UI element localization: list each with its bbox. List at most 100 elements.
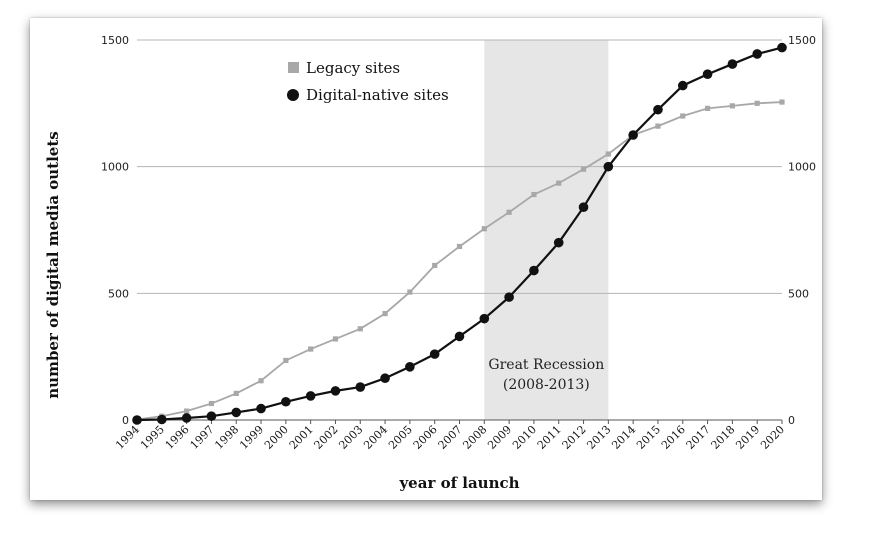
series-line-digital-native [136,46,783,422]
data-point-digital-native [380,373,390,384]
legend: Legacy sites Digital-native sites [287,59,449,104]
data-point-legacy [233,390,239,396]
x-tick-label: 1994 [113,423,142,452]
x-tick-label: 2008 [460,423,489,452]
legend-swatch-legacy [288,62,299,73]
x-tick-label: 2006 [411,423,440,452]
data-point-digital-native [777,42,787,53]
x-tick-label: 1999 [237,423,266,452]
data-point-digital-native [454,331,465,342]
data-point-digital-native [702,69,713,79]
x-tick-label: 2018 [709,423,738,452]
data-point-legacy [680,113,686,119]
data-point-legacy [283,357,289,364]
chart-card: 0 0 500 500 1000 1000 1500 1500 1994 1995 1996 1997… [30,18,822,500]
right-y-tick-label: 500 [788,287,809,300]
x-tick-label: 2019 [733,423,762,452]
data-point-digital-native [330,386,341,396]
x-tick-label: 1995 [138,423,167,452]
data-point-legacy [754,100,760,106]
legend-label-digital-native: Digital-native sites [306,86,449,104]
recession-years-label: (2008-2013) [503,377,590,393]
data-point-digital-native [603,161,614,172]
right-y-tick-label: 1000 [788,161,816,174]
data-point-legacy [605,151,611,157]
data-point-legacy [407,289,413,295]
data-point-digital-native [529,265,539,276]
x-tick-label: 2007 [436,423,465,452]
data-point-digital-native [281,396,291,407]
data-point-digital-native [553,237,564,248]
x-tick-label: 2010 [510,423,539,452]
x-tick-label: 2001 [287,423,316,452]
data-point-legacy [456,243,463,250]
y-tick-label: 1000 [101,161,129,174]
x-tick-label: 2016 [659,423,688,452]
data-point-digital-native [677,80,688,91]
data-point-digital-native [206,411,217,422]
y-tick-label: 0 [122,414,129,427]
data-point-legacy [531,191,537,198]
x-tick-label: 2009 [485,423,514,452]
data-point-digital-native [405,362,415,372]
series-layer [132,42,787,425]
recession-shade [484,40,609,420]
x-tick-label: 2002 [312,423,341,452]
x-tick-label: 2012 [560,423,589,452]
data-point-digital-native [231,407,242,418]
legend-swatch-digital-native [287,89,299,101]
data-point-legacy [729,103,735,109]
grid-layer [137,39,782,294]
x-tick-label: 2004 [361,423,390,452]
data-point-digital-native [132,415,142,425]
axis-layer: 0 0 500 500 1000 1000 1500 1500 1994199519961997… [101,34,816,452]
data-point-legacy [308,346,314,352]
data-point-legacy [556,180,562,186]
data-point-digital-native [256,403,266,414]
data-point-digital-native [653,104,663,115]
x-tick-label: 2017 [684,423,713,452]
y-axis-title: number of digital media outlets [44,131,62,398]
data-point-legacy [481,226,487,232]
x-tick-label: 1996 [163,423,192,452]
x-tick-label: 2014 [609,423,638,452]
x-tick-label: 1997 [188,423,217,452]
data-point-legacy [382,311,388,317]
x-tick-label: 2015 [634,423,663,452]
data-point-digital-native [181,413,192,423]
recession-label: Great Recession [488,357,604,373]
data-point-legacy [704,105,711,111]
y-tick-label: 1500 [101,34,129,47]
data-point-digital-native [628,130,638,140]
right-y-tick-label: 0 [788,414,795,427]
data-point-legacy [580,166,587,172]
x-tick-label: 2005 [386,423,415,452]
data-point-legacy [655,123,661,129]
data-point-digital-native [305,391,316,401]
data-point-digital-native [504,292,514,302]
x-axis-title: year of launch [398,474,519,492]
data-point-digital-native [727,59,738,69]
y-tick-label: 500 [108,287,129,300]
data-point-legacy [432,262,438,269]
right-y-tick-label: 1500 [788,34,816,47]
legend-label-legacy: Legacy sites [306,59,400,77]
data-point-digital-native [752,49,762,59]
data-point-legacy [184,408,190,414]
data-point-legacy [357,326,363,332]
line-chart: 0 0 500 500 1000 1000 1500 1500 1994199519961997… [44,34,816,492]
data-point-digital-native [355,382,366,392]
x-tick-label: 1998 [212,423,241,452]
x-tick-label: 2013 [584,423,613,452]
data-point-digital-native [429,349,440,359]
series-line-legacy [136,101,783,421]
data-point-legacy [332,336,339,342]
data-point-legacy [208,400,215,407]
shade-layer [484,40,609,420]
data-point-digital-native [578,202,589,212]
data-point-digital-native [157,414,167,425]
x-tick-label: 2011 [535,423,564,452]
data-point-digital-native [479,313,490,324]
x-tick-label: 2003 [336,423,365,452]
data-point-legacy [506,209,512,215]
